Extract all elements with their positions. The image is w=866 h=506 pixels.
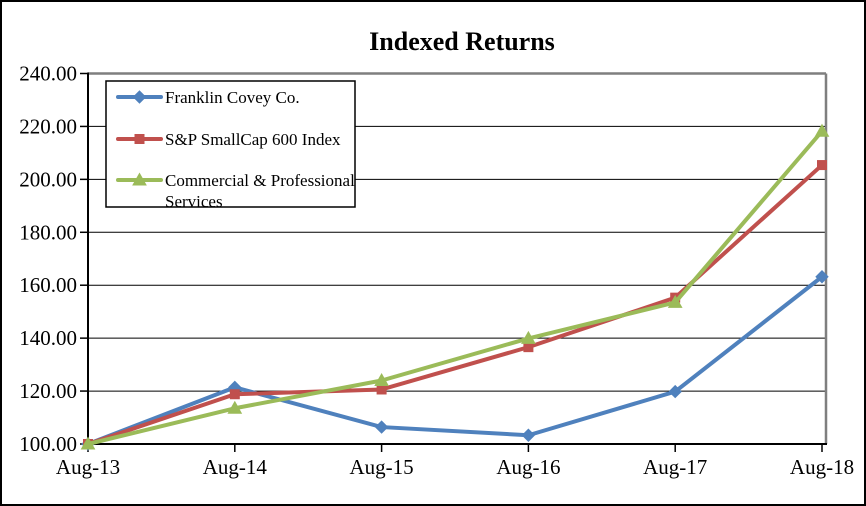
series-line-commercial-professional-services <box>86 129 824 446</box>
legend-box <box>105 80 356 208</box>
data-point-commercial-professional-services-aug-17 <box>667 294 683 308</box>
chart-title: Indexed Returns <box>369 27 555 56</box>
data-point-commercial-professional-services-aug-14 <box>227 400 243 414</box>
data-point-s-p-smallcap-600-index-aug-16 <box>523 342 534 353</box>
series-line-franklin-covey-co <box>86 274 824 446</box>
y-tick-label-120: 120.00 <box>19 379 77 403</box>
series-layer <box>80 123 830 451</box>
y-tick-label-100: 100.00 <box>19 432 77 456</box>
data-point-commercial-professional-services-aug-18 <box>814 123 830 137</box>
x-tick-label-aug-15: Aug-15 <box>350 455 414 479</box>
data-point-commercial-professional-services-aug-13 <box>80 436 96 450</box>
y-tick-label-200: 200.00 <box>19 167 77 191</box>
legend-label-s-p-smallcap-600-index: S&P SmallCap 600 Index <box>165 130 341 149</box>
data-point-franklin-covey-co-aug-17 <box>668 384 682 399</box>
data-point-commercial-professional-services-aug-16 <box>521 330 536 344</box>
y-tick-label-180: 180.00 <box>19 220 77 244</box>
y-tick-label-140: 140.00 <box>19 326 77 350</box>
data-point-franklin-covey-co-aug-16 <box>521 428 536 442</box>
y-tick-label-240: 240.00 <box>19 62 77 86</box>
legend-label-commercial-professional-services: Commercial & Professional <box>165 171 355 190</box>
legend-marker-franklin-covey-co <box>132 90 147 104</box>
data-point-s-p-smallcap-600-index-aug-14 <box>229 389 240 400</box>
axes-layer: 100.00 120.00 140.00 160.00 180.00 200.00 220.… <box>19 62 854 480</box>
x-tick-label-aug-16: Aug-16 <box>496 455 560 479</box>
legend-marker-s-p-smallcap-600-index <box>134 134 145 144</box>
y-tick-label-220: 220.00 <box>19 114 77 138</box>
legend-label-commercial-professional-services-line2: Services <box>165 192 223 211</box>
data-point-s-p-smallcap-600-index-aug-15 <box>376 384 387 395</box>
x-tick-label-aug-14: Aug-14 <box>203 455 268 479</box>
data-point-franklin-covey-co-aug-15 <box>374 420 389 434</box>
data-point-commercial-professional-services-aug-15 <box>374 372 389 386</box>
data-point-s-p-smallcap-600-index-aug-18 <box>817 160 827 171</box>
x-tick-label-aug-18: Aug-18 <box>790 455 854 479</box>
legend: Franklin Covey Co. S&P SmallCap 600 Index… <box>105 80 356 211</box>
data-point-franklin-covey-co-aug-18 <box>815 270 829 284</box>
legend-marker-commercial-professional-services <box>132 172 147 186</box>
legend-label-franklin-covey-co: Franklin Covey Co. <box>165 88 300 107</box>
y-tick-label-160: 160.00 <box>19 273 77 297</box>
x-tick-label-aug-13: Aug-13 <box>56 455 120 479</box>
x-tick-label-aug-17: Aug-17 <box>643 455 707 479</box>
